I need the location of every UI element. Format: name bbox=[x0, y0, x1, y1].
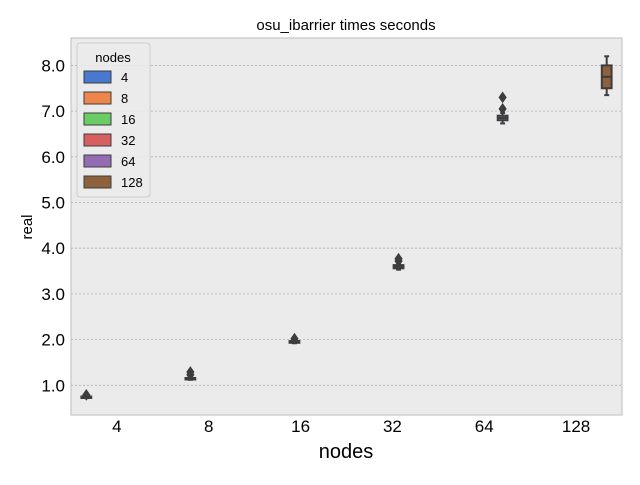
legend-swatch bbox=[83, 154, 112, 168]
y-tick-label: 5.0 bbox=[41, 194, 65, 213]
y-axis-label: real bbox=[19, 214, 36, 239]
x-tick-label: 64 bbox=[475, 417, 494, 436]
y-axis-ticks: 1.0 2.0 3.0 4.0 5.0 6.0 7.0 8.0 bbox=[41, 56, 65, 395]
box-16 bbox=[288, 332, 301, 345]
x-axis-label: nodes bbox=[319, 441, 374, 463]
legend-entry-label: 8 bbox=[121, 91, 128, 106]
legend-entry-label: 16 bbox=[121, 112, 135, 127]
y-tick-label: 6.0 bbox=[41, 148, 65, 167]
box-4 bbox=[80, 389, 93, 401]
legend-swatch bbox=[83, 175, 112, 189]
x-axis-ticks: 4 8 16 32 64 128 bbox=[112, 417, 590, 436]
outlier-point bbox=[186, 366, 195, 378]
x-tick-label: 128 bbox=[562, 417, 590, 436]
x-tick-label: 8 bbox=[204, 417, 213, 436]
legend-entry-label: 4 bbox=[121, 70, 128, 85]
box-64 bbox=[496, 91, 509, 125]
outlier-point bbox=[290, 332, 299, 345]
legend-swatch bbox=[83, 112, 112, 126]
box-32 bbox=[392, 252, 405, 271]
outlier-point bbox=[394, 252, 403, 265]
legend-entry-label: 128 bbox=[121, 175, 143, 190]
legend: nodes 4 8 16 32 64 128 bbox=[76, 42, 151, 198]
box-8 bbox=[184, 366, 197, 381]
legend-title: nodes bbox=[95, 50, 131, 65]
legend-entry-label: 64 bbox=[121, 154, 135, 169]
legend-swatch bbox=[83, 133, 112, 147]
plot-area bbox=[70, 37, 623, 416]
outlier-point bbox=[82, 389, 91, 401]
legend-swatch bbox=[83, 91, 112, 105]
legend-entry-label: 32 bbox=[121, 133, 135, 148]
y-tick-label: 2.0 bbox=[41, 331, 65, 350]
x-tick-label: 4 bbox=[112, 417, 121, 436]
x-tick-label: 32 bbox=[383, 417, 402, 436]
legend-swatch bbox=[83, 70, 112, 84]
y-tick-label: 7.0 bbox=[41, 102, 65, 121]
y-tick-label: 1.0 bbox=[41, 376, 65, 395]
chart-title: osu_ibarrier times seconds bbox=[256, 17, 435, 34]
outlier-point bbox=[498, 91, 507, 104]
y-tick-label: 3.0 bbox=[41, 285, 65, 304]
box-128 bbox=[600, 55, 613, 97]
x-tick-label: 16 bbox=[291, 417, 310, 436]
y-tick-label: 4.0 bbox=[41, 239, 65, 258]
outlier-point bbox=[498, 102, 507, 115]
legend-items: 4 8 16 32 64 128 bbox=[83, 70, 143, 190]
y-tick-label: 8.0 bbox=[41, 56, 65, 75]
boxes bbox=[80, 55, 613, 401]
